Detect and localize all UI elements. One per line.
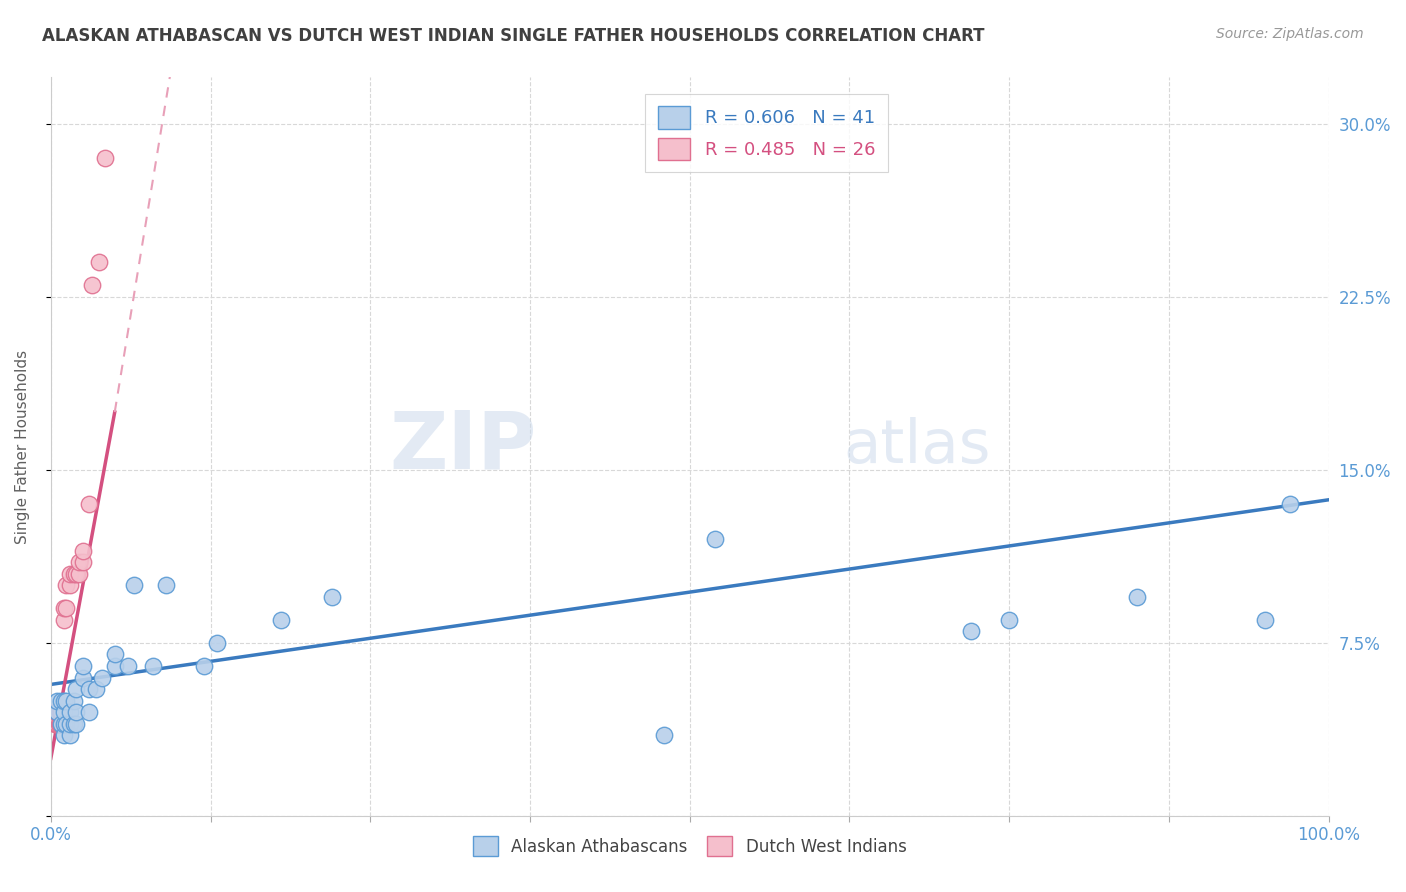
Point — [89, 255, 111, 269]
Point — [49, 693, 72, 707]
Point — [55, 578, 77, 592]
Point — [72, 671, 94, 685]
Point — [65, 705, 87, 719]
Point — [65, 716, 87, 731]
Point — [270, 613, 292, 627]
Point — [49, 716, 72, 731]
Point — [998, 613, 1021, 627]
Point — [59, 716, 82, 731]
Y-axis label: Single Father Households: Single Father Households — [15, 350, 30, 544]
Point — [44, 716, 66, 731]
Point — [55, 693, 77, 707]
Point — [104, 659, 127, 673]
Point — [1254, 613, 1277, 627]
Point — [49, 716, 72, 731]
Point — [45, 716, 67, 731]
Point — [77, 681, 100, 696]
Point — [77, 497, 100, 511]
Point — [59, 705, 82, 719]
Text: ALASKAN ATHABASCAN VS DUTCH WEST INDIAN SINGLE FATHER HOUSEHOLDS CORRELATION CHA: ALASKAN ATHABASCAN VS DUTCH WEST INDIAN … — [42, 27, 984, 45]
Point — [46, 693, 69, 707]
Text: Source: ZipAtlas.com: Source: ZipAtlas.com — [1216, 27, 1364, 41]
Point — [93, 151, 115, 165]
Point — [122, 578, 145, 592]
Point — [59, 566, 82, 581]
Point — [63, 566, 86, 581]
Point — [48, 716, 70, 731]
Point — [77, 705, 100, 719]
Point — [104, 648, 127, 662]
Text: ZIP: ZIP — [389, 408, 537, 486]
Point — [155, 578, 177, 592]
Point — [52, 601, 75, 615]
Point — [321, 590, 343, 604]
Point — [52, 728, 75, 742]
Point — [49, 705, 72, 719]
Point — [1279, 497, 1302, 511]
Point — [205, 636, 228, 650]
Point — [67, 555, 90, 569]
Point — [46, 705, 69, 719]
Point — [91, 671, 114, 685]
Point — [72, 555, 94, 569]
Point — [52, 716, 75, 731]
Point — [52, 705, 75, 719]
Point — [65, 681, 87, 696]
Point — [193, 659, 215, 673]
Point — [49, 705, 72, 719]
Point — [59, 578, 82, 592]
Point — [49, 716, 72, 731]
Legend: Alaskan Athabascans, Dutch West Indians: Alaskan Athabascans, Dutch West Indians — [467, 830, 914, 863]
Point — [652, 728, 675, 742]
Point — [117, 659, 139, 673]
Point — [704, 532, 727, 546]
Point — [46, 716, 69, 731]
Point — [72, 659, 94, 673]
Point — [52, 613, 75, 627]
Point — [44, 705, 66, 719]
Point — [52, 693, 75, 707]
Point — [55, 716, 77, 731]
Point — [63, 716, 86, 731]
Point — [67, 566, 90, 581]
Point — [63, 693, 86, 707]
Point — [55, 601, 77, 615]
Text: atlas: atlas — [844, 417, 991, 476]
Point — [59, 728, 82, 742]
Point — [84, 681, 107, 696]
Point — [80, 278, 103, 293]
Point — [46, 705, 69, 719]
Point — [960, 624, 983, 639]
Point — [72, 543, 94, 558]
Point — [1126, 590, 1149, 604]
Point — [142, 659, 165, 673]
Point — [65, 566, 87, 581]
